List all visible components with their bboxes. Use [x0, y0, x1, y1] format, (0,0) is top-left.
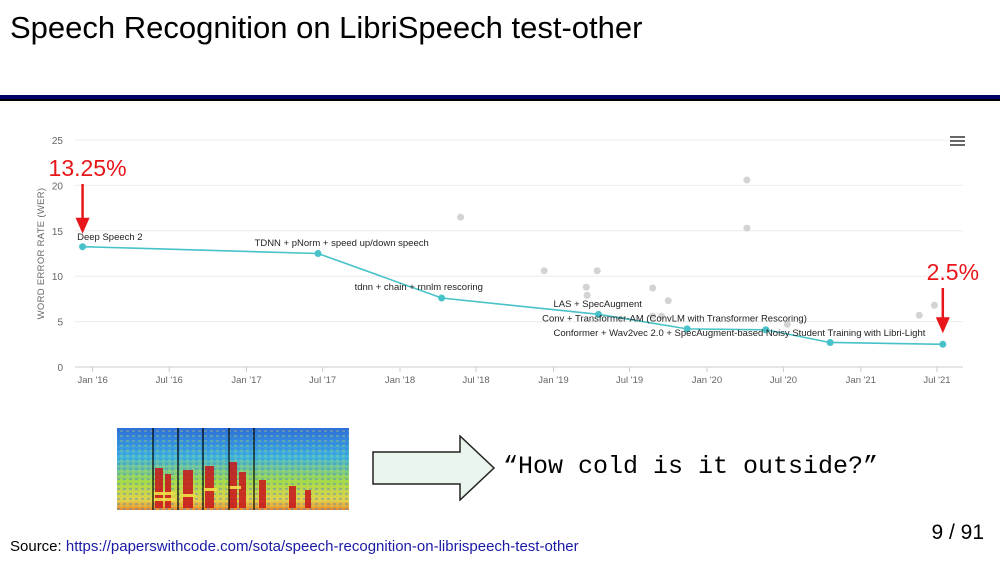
x-tick-label: Jul '20	[770, 375, 797, 386]
spectrogram-image	[117, 428, 349, 510]
x-tick-label: Jan '20	[692, 375, 722, 386]
y-tick-label: 10	[52, 272, 64, 283]
x-tick-label: Jan '18	[385, 375, 415, 386]
red-arrow-icon	[75, 217, 90, 234]
source-line: Source: https://paperswithcode.com/sota/…	[10, 538, 579, 555]
x-tick-label: Jan '17	[231, 375, 261, 386]
point-label: Conv + Transformer-AM (ConvLM with Trans…	[542, 314, 807, 325]
axis-layer: 0 5 10 15 20 25 Jan '16 Jul '16 Jan '17 Jul '17 Ja…	[36, 136, 951, 386]
scatter-point	[664, 297, 672, 305]
sota-point	[314, 250, 322, 257]
scatter-point	[593, 267, 601, 275]
slide-number: 9 / 91	[931, 521, 984, 544]
menu-icon[interactable]	[950, 136, 965, 146]
y-axis-label: WORD ERROR RATE (WER)	[36, 188, 47, 320]
point-label: Deep Speech 2	[77, 232, 142, 243]
x-tick-label: Jul '17	[309, 375, 336, 386]
point-label: Conformer + Wav2vec 2.0 + SpecAugment-ba…	[553, 328, 925, 339]
y-tick-label: 20	[52, 181, 64, 192]
scatter-point	[743, 176, 751, 184]
callout-layer: 13.25% 2.5%	[49, 155, 979, 334]
right-arrow-icon	[372, 435, 496, 501]
annotation-layer: Deep Speech 2 TDNN + pNorm + speed up/dow…	[77, 232, 926, 339]
point-label: tdnn + chain + rnnlm rescoring	[355, 282, 483, 293]
source-label: Source:	[10, 538, 66, 555]
x-tick-label: Jan '21	[846, 375, 876, 386]
sota-point	[762, 326, 770, 334]
y-tick-label: 15	[52, 227, 64, 238]
scatter-point	[582, 283, 590, 291]
x-tick-label: Jul '18	[463, 375, 490, 386]
sota-line	[82, 245, 943, 346]
sota-point	[79, 243, 87, 251]
scatter-point	[583, 291, 591, 299]
scatter-layer	[457, 176, 938, 328]
y-tick-label: 25	[52, 136, 64, 147]
title-rule	[0, 95, 1000, 99]
scatter-point	[649, 284, 657, 292]
source-link[interactable]: https://paperswithcode.com/sota/speech-r…	[65, 538, 579, 555]
sota-point	[683, 325, 691, 333]
y-tick-label: 0	[57, 363, 63, 374]
sota-point	[939, 340, 947, 348]
scatter-point	[649, 312, 657, 320]
sota-point	[826, 338, 834, 346]
x-tick-label: Jul '16	[156, 375, 183, 386]
sota-point	[594, 310, 602, 318]
scatter-point	[743, 224, 751, 232]
x-tick-label: Jul '19	[616, 375, 643, 386]
scatter-point	[540, 267, 548, 275]
sota-point	[438, 294, 446, 302]
series-layer	[79, 243, 947, 348]
scatter-point	[783, 320, 791, 328]
red-arrow-icon	[935, 317, 950, 334]
point-label: LAS + SpecAugment	[553, 299, 642, 310]
transcript-quote: “How cold is it outside?”	[503, 452, 879, 481]
callout-label: 13.25%	[49, 155, 127, 181]
x-tick-label: Jul '21	[923, 375, 950, 386]
scatter-point	[457, 213, 465, 221]
callout-label: 2.5%	[927, 259, 979, 285]
slide-title: Speech Recognition on LibriSpeech test-o…	[10, 10, 643, 45]
scatter-point	[930, 301, 938, 309]
wer-line-chart: 0 5 10 15 20 25 Jan '16 Jul '16 Jan '17 Jul '17 Ja…	[36, 136, 979, 386]
x-tick-label: Jan '19	[538, 375, 568, 386]
y-tick-label: 5	[57, 318, 63, 329]
title-rule-shadow	[0, 99, 1000, 101]
point-label: TDNN + pNorm + speed up/down speech	[255, 238, 429, 249]
scatter-point	[915, 311, 923, 319]
scatter-point	[658, 312, 666, 320]
x-tick-label: Jan '16	[77, 375, 107, 386]
grid-layer	[75, 139, 963, 368]
